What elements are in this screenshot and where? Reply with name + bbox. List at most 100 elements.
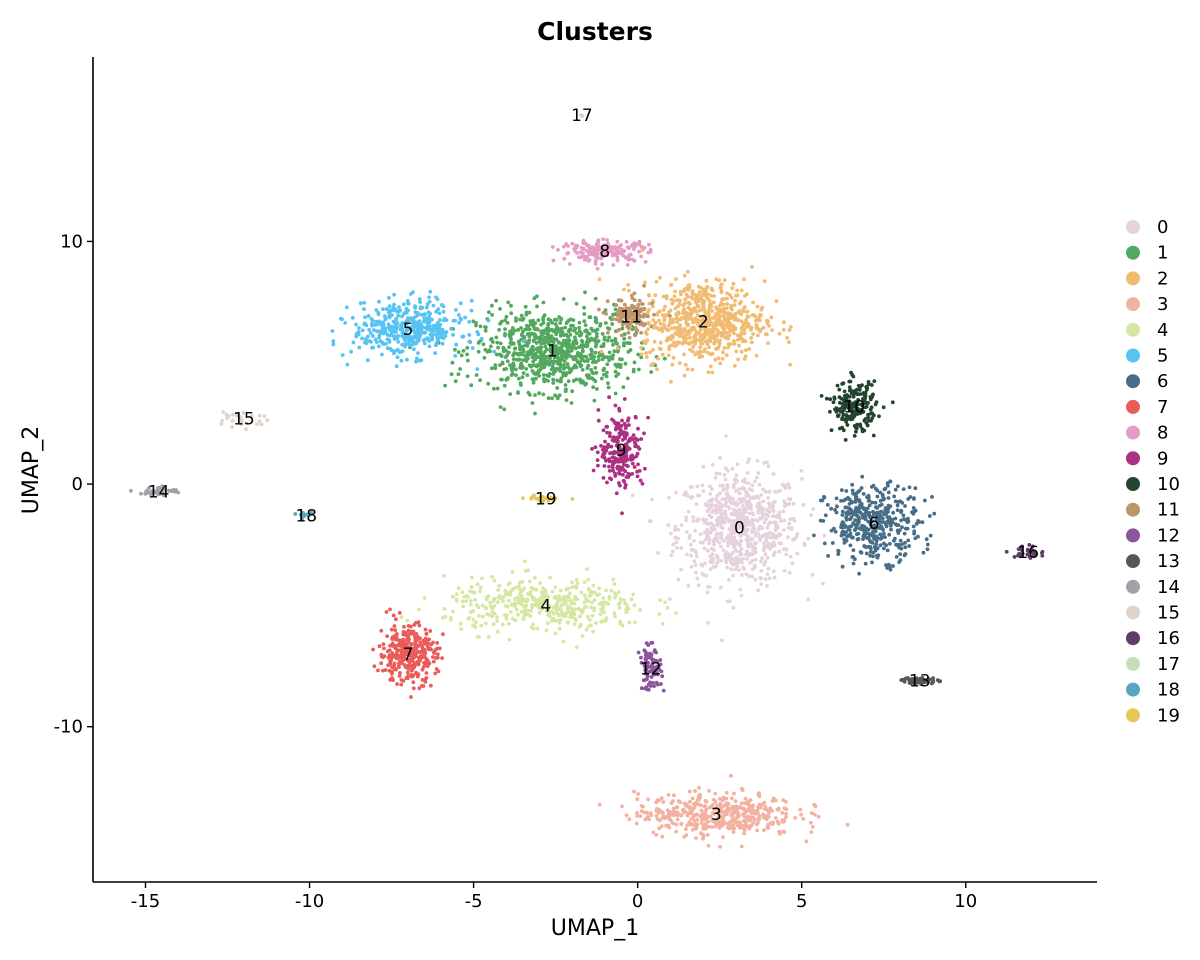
point <box>384 610 389 614</box>
point <box>907 544 911 548</box>
point <box>696 583 701 588</box>
point <box>726 533 731 538</box>
point <box>738 826 742 830</box>
point <box>475 582 480 587</box>
point <box>560 350 565 355</box>
point <box>623 426 628 430</box>
point <box>711 508 716 513</box>
point <box>533 333 538 337</box>
point <box>822 533 827 538</box>
point <box>674 611 678 616</box>
point <box>595 252 600 256</box>
cluster-6-points <box>812 474 937 576</box>
point <box>708 364 713 369</box>
point <box>514 367 518 372</box>
point <box>782 528 786 532</box>
point <box>743 796 748 801</box>
point <box>580 634 585 638</box>
point <box>855 537 860 542</box>
point <box>625 445 630 450</box>
point <box>421 330 425 335</box>
point <box>572 597 577 602</box>
point <box>619 424 624 428</box>
point <box>427 295 431 300</box>
point <box>828 397 833 402</box>
point <box>555 386 560 390</box>
point <box>666 353 671 358</box>
point <box>898 538 903 543</box>
point <box>720 497 725 502</box>
point <box>607 469 612 473</box>
point <box>701 464 706 469</box>
point <box>590 370 595 375</box>
point <box>750 807 754 812</box>
point <box>760 514 765 519</box>
point <box>658 598 663 602</box>
point <box>389 325 393 330</box>
point <box>689 553 693 558</box>
point <box>772 500 777 504</box>
point <box>454 592 459 597</box>
point <box>469 598 473 603</box>
point <box>438 322 443 327</box>
point <box>553 594 558 599</box>
point <box>806 597 811 602</box>
point <box>622 287 626 292</box>
point <box>871 392 875 397</box>
point <box>617 408 622 413</box>
point <box>718 521 723 526</box>
point <box>725 810 730 815</box>
point <box>753 550 758 554</box>
point <box>412 654 416 658</box>
point <box>694 300 699 305</box>
point <box>725 801 729 805</box>
point <box>683 311 688 315</box>
point <box>467 615 472 620</box>
point <box>710 370 715 375</box>
point <box>823 513 828 518</box>
point <box>639 655 643 660</box>
point <box>504 617 509 621</box>
point <box>407 659 412 663</box>
point <box>417 359 422 363</box>
point <box>442 574 446 578</box>
point <box>504 367 509 371</box>
point <box>903 504 907 508</box>
point <box>524 599 529 604</box>
point <box>569 601 573 606</box>
point <box>765 332 769 337</box>
point <box>634 454 639 459</box>
point <box>787 570 792 575</box>
point <box>700 315 704 319</box>
point <box>753 811 758 816</box>
point <box>382 646 386 651</box>
point <box>449 372 454 377</box>
point <box>400 653 404 658</box>
point <box>881 494 885 499</box>
point <box>880 527 885 531</box>
point <box>668 531 673 536</box>
point <box>787 485 792 490</box>
point <box>745 520 749 524</box>
point <box>694 502 699 507</box>
point <box>377 344 381 349</box>
point <box>581 246 586 251</box>
point <box>693 332 698 337</box>
point <box>410 629 414 634</box>
point <box>778 516 782 520</box>
point <box>659 682 663 686</box>
point <box>422 661 426 665</box>
point <box>852 557 857 562</box>
point <box>667 322 672 326</box>
point <box>765 555 770 560</box>
point <box>703 502 708 506</box>
point <box>624 609 629 614</box>
point <box>644 351 648 355</box>
point <box>523 569 528 573</box>
point <box>453 379 458 384</box>
point <box>605 370 609 375</box>
point <box>585 243 589 248</box>
point <box>385 333 390 337</box>
point <box>394 316 398 321</box>
point <box>389 627 394 632</box>
